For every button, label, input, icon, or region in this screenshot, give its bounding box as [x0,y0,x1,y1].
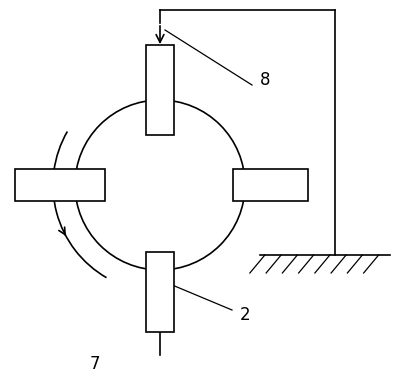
Bar [146,45,174,135]
Text: 2: 2 [240,306,251,324]
Text: 7: 7 [90,355,100,370]
Bar [15,169,105,201]
Bar [146,252,174,332]
Text: 8: 8 [260,71,270,89]
Bar [233,169,308,201]
